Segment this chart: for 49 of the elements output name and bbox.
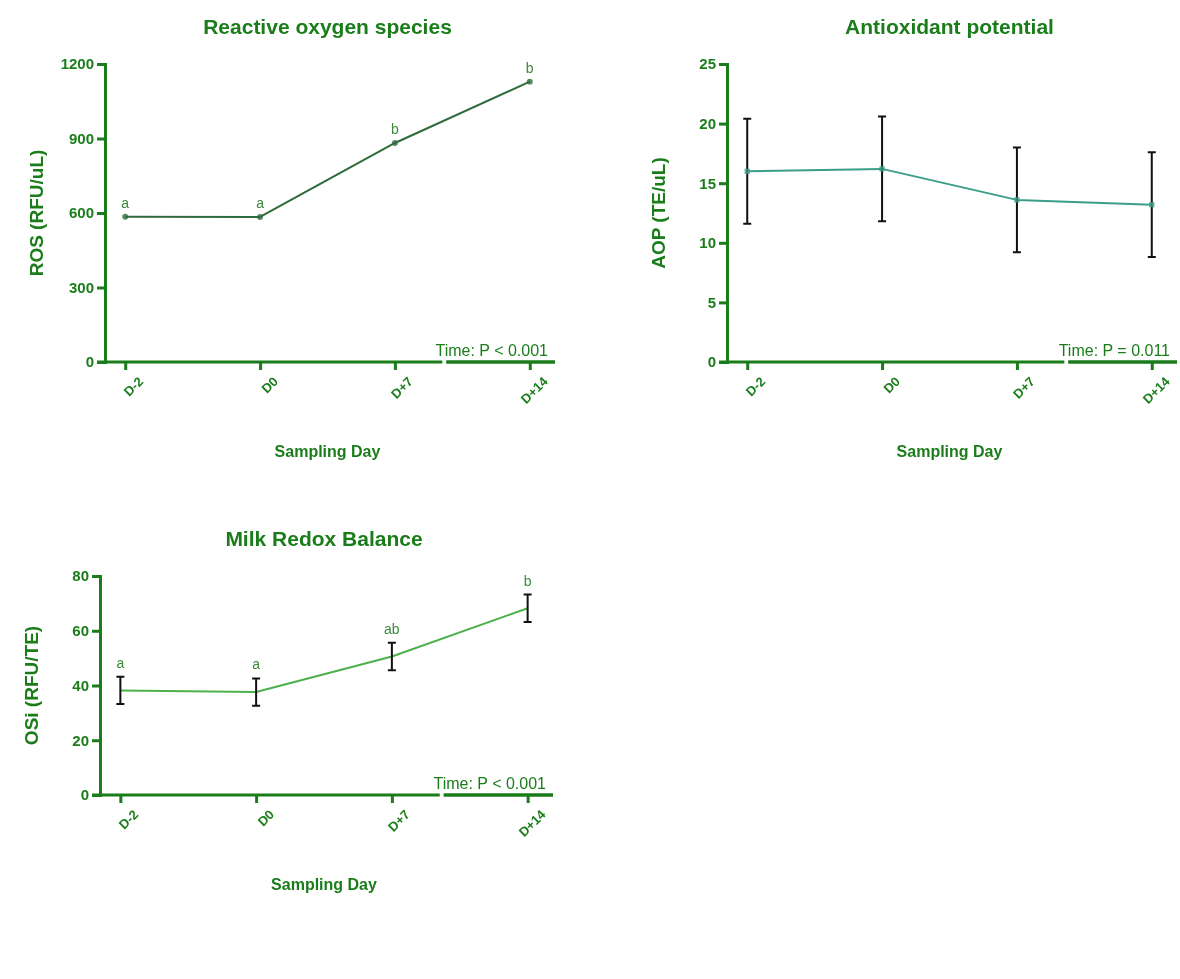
x-axis-title: Sampling Day xyxy=(896,443,1003,460)
annotation: b xyxy=(391,120,400,137)
chart-title: Reactive oxygen species xyxy=(203,15,452,38)
x-tick-label: D-2 xyxy=(115,806,142,833)
y-tick-label: 25 xyxy=(699,55,716,73)
annotation: b xyxy=(525,59,534,76)
y-axis-title: AOP (TE/uL) xyxy=(648,157,669,269)
x-tick-label: D0 xyxy=(258,373,281,397)
annotation: b xyxy=(523,572,532,589)
y-tick-label: 600 xyxy=(68,204,94,222)
y-tick-label: 10 xyxy=(699,234,716,252)
y-tick-label: 5 xyxy=(707,293,716,311)
x-axis-title: Sampling Day xyxy=(274,443,381,460)
y-tick-label: 20 xyxy=(72,731,89,749)
annotation: a xyxy=(252,656,261,673)
annotation: Time: P < 0.001 xyxy=(435,342,549,359)
y-tick-label: 900 xyxy=(68,129,94,147)
y-tick-label: 20 xyxy=(699,114,716,132)
y-tick-label: 60 xyxy=(72,622,89,640)
y-tick-label: 1200 xyxy=(60,55,94,73)
y-tick-label: 300 xyxy=(68,278,94,296)
y-tick-label: 15 xyxy=(699,174,716,192)
annotation: a xyxy=(121,194,130,211)
line-series xyxy=(119,607,529,694)
y-tick-label: 40 xyxy=(72,676,89,694)
point xyxy=(122,213,129,220)
point xyxy=(257,213,264,220)
annotation: ab xyxy=(384,620,400,637)
y-tick-label: 0 xyxy=(85,353,94,371)
x-tick-label: D-2 xyxy=(120,373,147,400)
y-tick-label: 0 xyxy=(707,353,716,371)
point xyxy=(391,139,398,146)
x-tick-label: D0 xyxy=(880,373,903,397)
point xyxy=(879,166,885,172)
point xyxy=(526,78,533,85)
x-tick-label: D-2 xyxy=(742,373,769,400)
point xyxy=(1014,197,1020,203)
annotation: Time: P < 0.001 xyxy=(433,775,547,792)
chart-title: Milk Redox Balance xyxy=(225,527,423,550)
y-tick-label: 80 xyxy=(72,567,89,585)
y-axis-title: OSi (RFU/TE) xyxy=(21,625,42,746)
annotation: Time: P = 0.011 xyxy=(1058,342,1171,359)
x-axis-title: Sampling Day xyxy=(271,876,377,893)
annotation: a xyxy=(256,194,265,211)
y-axis-title: ROS (RFU/uL) xyxy=(26,149,47,277)
y-tick-label: 0 xyxy=(80,786,89,804)
chart-title: Antioxidant potential xyxy=(845,15,1054,38)
annotation: a xyxy=(116,654,125,671)
x-tick-label: D0 xyxy=(254,806,278,830)
